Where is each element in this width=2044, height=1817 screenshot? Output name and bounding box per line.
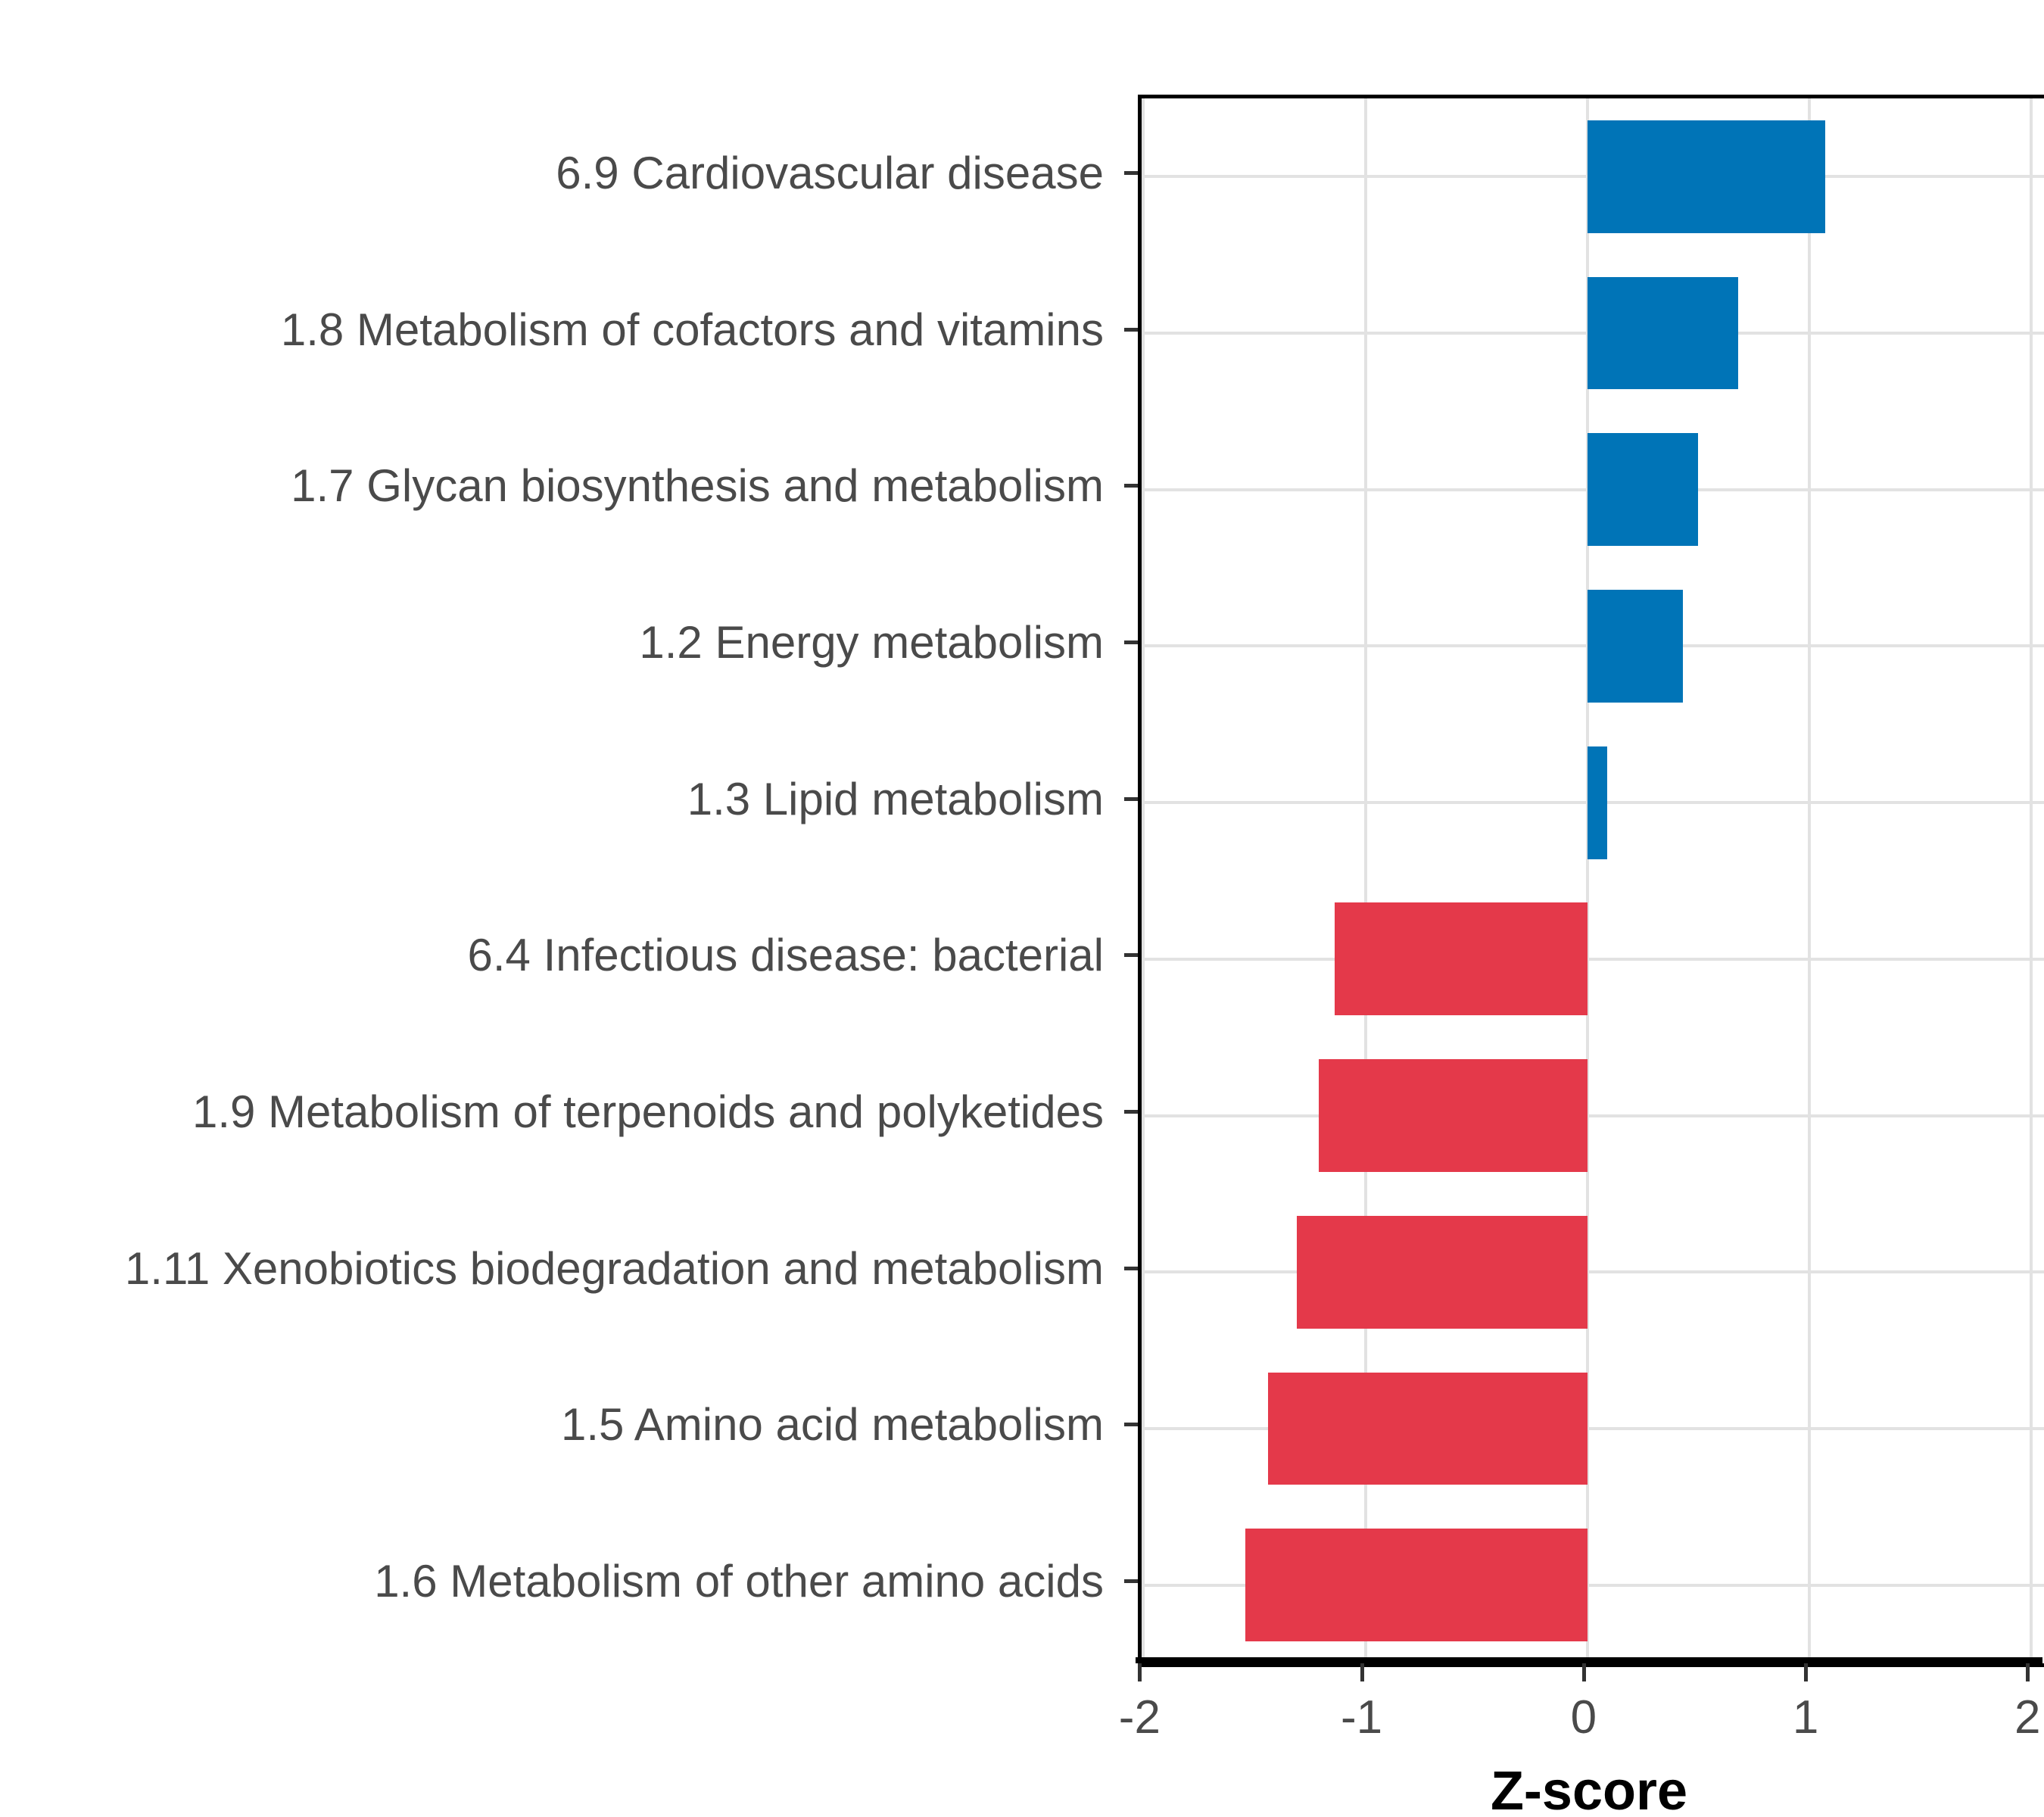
bar — [1334, 902, 1588, 1016]
bar — [1319, 1059, 1588, 1172]
x-axis-tick — [2026, 1663, 2030, 1681]
y-axis-tick — [1124, 1266, 1138, 1270]
gridline-vertical — [1808, 98, 1812, 1663]
gridline-horizontal — [1142, 1114, 2044, 1117]
x-axis-line — [1136, 1657, 2042, 1663]
y-axis-category-label: 1.6 Metabolism of other amino acids — [374, 1556, 1104, 1607]
y-axis-tick — [1124, 796, 1138, 801]
gridline-vertical — [1142, 98, 1145, 1663]
y-axis-category-label: 1.5 Amino acid metabolism — [560, 1399, 1104, 1451]
y-axis-tick — [1124, 1579, 1138, 1584]
y-axis-category-label: 1.8 Metabolism of cofactors and vitamins — [280, 304, 1104, 355]
gridline-horizontal — [1142, 1270, 2044, 1274]
y-axis-tick — [1124, 1423, 1138, 1427]
bar — [1296, 1215, 1588, 1329]
y-axis-category-label: 1.2 Energy metabolism — [639, 616, 1104, 668]
x-axis-tick — [1581, 1663, 1586, 1681]
y-axis-tick — [1124, 484, 1138, 488]
y-axis-tick — [1124, 1110, 1138, 1114]
y-axis-category-label: 6.9 Cardiovascular disease — [556, 147, 1104, 198]
plot-panel — [1138, 95, 2044, 1667]
gridline-horizontal — [1142, 1426, 2044, 1430]
bar — [1587, 433, 1699, 547]
gridline-vertical — [2030, 98, 2033, 1663]
x-axis-tick — [1360, 1663, 1364, 1681]
bar — [1587, 276, 1739, 390]
x-axis-tick-label: -2 — [1118, 1691, 1161, 1744]
y-axis-category-label: 1.11 Xenobiotics biodegradation and meta… — [124, 1242, 1104, 1294]
y-axis-tick — [1124, 170, 1138, 175]
bar — [1587, 746, 1608, 859]
x-axis-tick — [1138, 1663, 1142, 1681]
gridline-horizontal — [1142, 1583, 2044, 1587]
x-axis-tick-label: 0 — [1570, 1691, 1597, 1744]
y-axis-category-label: 1.9 Metabolism of terpenoids and polyket… — [192, 1086, 1104, 1138]
y-axis-category-label: 1.7 Glycan biosynthesis and metabolism — [291, 460, 1104, 512]
bar — [1267, 1372, 1588, 1485]
gridline-vertical — [1363, 98, 1367, 1663]
bar — [1587, 120, 1825, 233]
y-axis-tick — [1124, 640, 1138, 644]
y-axis-category-label: 6.4 Infectious disease: bacterial — [467, 930, 1105, 981]
gridline-vertical — [1585, 98, 1589, 1663]
x-axis-tick-label: -1 — [1341, 1691, 1383, 1744]
x-axis-tick-label: 1 — [1792, 1691, 1819, 1744]
x-axis-title: Z-score — [1490, 1761, 1688, 1817]
x-axis-tick — [1804, 1663, 1809, 1681]
bar — [1587, 590, 1683, 703]
gridline-horizontal — [1142, 957, 2044, 961]
y-axis-category-label: 1.3 Lipid metabolism — [687, 773, 1104, 824]
y-axis-tick — [1124, 953, 1138, 958]
x-axis-tick-label: 2 — [2014, 1691, 2041, 1744]
bar — [1245, 1529, 1588, 1642]
y-axis-tick — [1124, 327, 1138, 332]
